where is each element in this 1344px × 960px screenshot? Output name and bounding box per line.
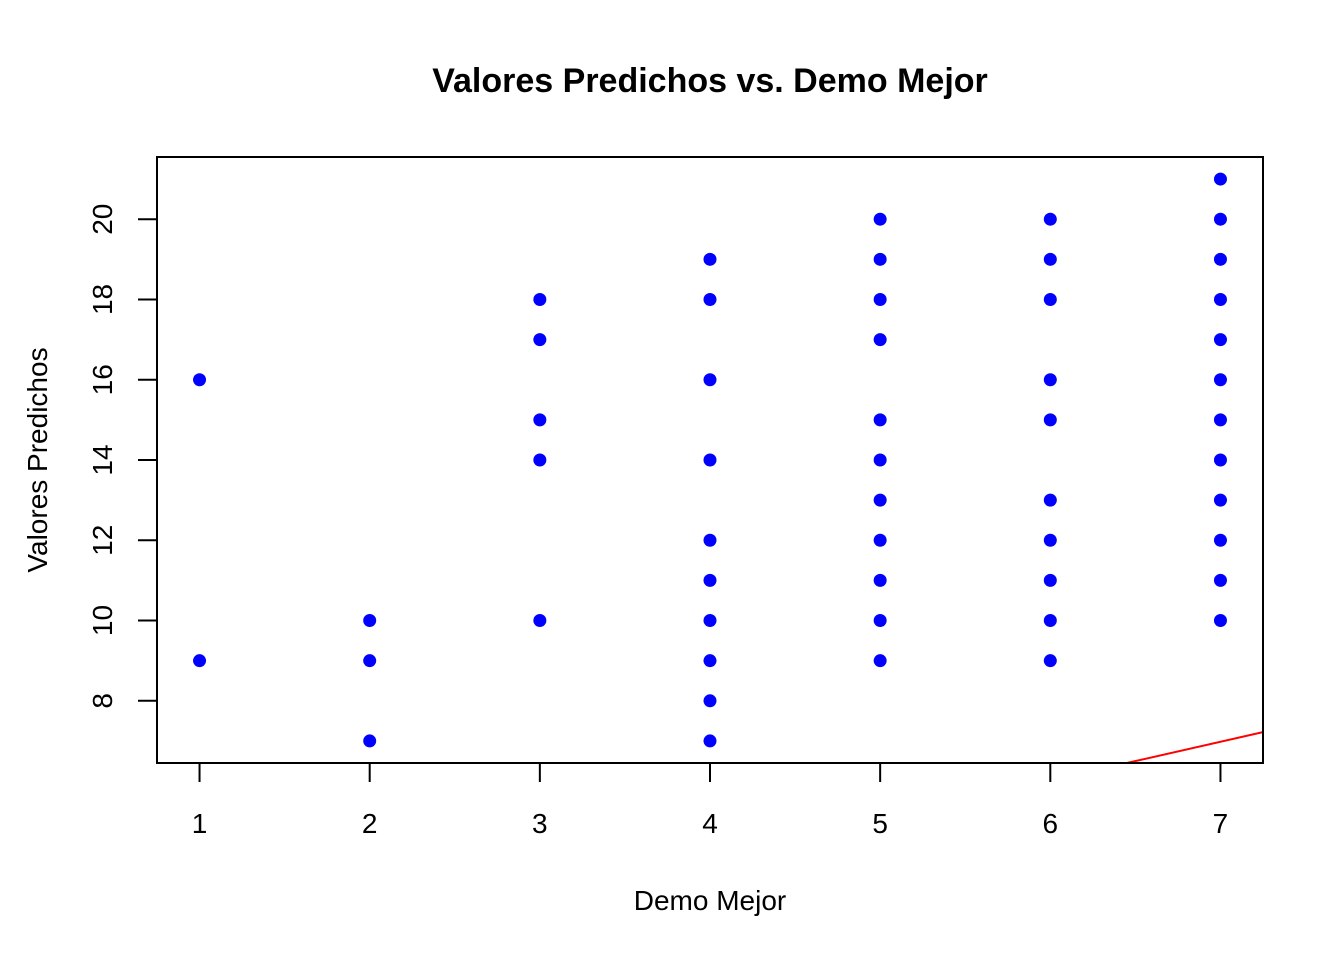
data-point — [1043, 373, 1057, 387]
x-tick-label: 1 — [192, 808, 208, 839]
data-point — [363, 614, 377, 628]
y-axis: 8 10 12 14 16 18 20 — [87, 204, 157, 709]
x-tick-label: 6 — [1043, 808, 1059, 839]
data-point — [363, 734, 377, 748]
data-point — [1213, 292, 1227, 306]
chart-title: Valores Predichos vs. Demo Mejor — [432, 62, 988, 100]
data-point — [1043, 533, 1057, 547]
x-tick-label: 7 — [1213, 808, 1229, 839]
data-point — [1043, 493, 1057, 507]
data-point — [1213, 533, 1227, 547]
data-point — [1213, 614, 1227, 628]
data-point — [703, 292, 717, 306]
data-point — [1043, 654, 1057, 668]
reference-line — [1126, 731, 1263, 763]
data-point — [1213, 333, 1227, 347]
data-point — [873, 533, 887, 547]
data-point — [533, 453, 547, 467]
y-tick-label: 12 — [87, 525, 118, 556]
x-tick-label: 4 — [702, 808, 718, 839]
data-point — [873, 252, 887, 266]
data-point — [873, 493, 887, 507]
data-point — [1043, 292, 1057, 306]
data-point — [703, 654, 717, 668]
plot-area — [193, 172, 1263, 763]
y-tick-label: 20 — [87, 204, 118, 235]
data-point — [703, 573, 717, 587]
data-point — [873, 614, 887, 628]
y-axis-label: Valores Predichos — [22, 347, 53, 572]
data-point — [1043, 252, 1057, 266]
data-point — [193, 654, 207, 668]
data-point — [873, 292, 887, 306]
data-point — [873, 573, 887, 587]
x-axis: 1 2 3 4 5 6 7 — [192, 763, 1229, 839]
y-tick-label: 18 — [87, 284, 118, 315]
data-point — [193, 373, 207, 387]
x-tick-label: 5 — [872, 808, 888, 839]
y-tick-label: 14 — [87, 444, 118, 475]
data-point — [873, 453, 887, 467]
x-tick-label: 3 — [532, 808, 548, 839]
data-point — [873, 654, 887, 668]
data-point — [703, 252, 717, 266]
data-point — [873, 333, 887, 347]
y-tick-label: 10 — [87, 605, 118, 636]
data-point — [1043, 212, 1057, 226]
y-tick-label: 8 — [87, 693, 118, 709]
y-tick-label: 16 — [87, 364, 118, 395]
data-point — [1043, 413, 1057, 427]
data-point — [1213, 413, 1227, 427]
data-point — [1213, 453, 1227, 467]
x-tick-label: 2 — [362, 808, 378, 839]
data-point — [1213, 172, 1227, 186]
data-point — [873, 212, 887, 226]
data-point — [703, 533, 717, 547]
data-point — [1043, 573, 1057, 587]
data-point — [703, 453, 717, 467]
data-point — [1213, 252, 1227, 266]
data-point — [533, 413, 547, 427]
data-point — [703, 734, 717, 748]
data-point — [1213, 493, 1227, 507]
data-point — [533, 333, 547, 347]
data-point — [533, 614, 547, 628]
data-point — [1213, 573, 1227, 587]
data-point — [873, 413, 887, 427]
data-point — [363, 654, 377, 668]
data-point — [703, 694, 717, 708]
data-point — [703, 373, 717, 387]
x-axis-label: Demo Mejor — [634, 885, 786, 916]
data-point — [533, 292, 547, 306]
data-point — [703, 614, 717, 628]
data-point — [1213, 373, 1227, 387]
data-point — [1213, 212, 1227, 226]
data-point — [1043, 614, 1057, 628]
